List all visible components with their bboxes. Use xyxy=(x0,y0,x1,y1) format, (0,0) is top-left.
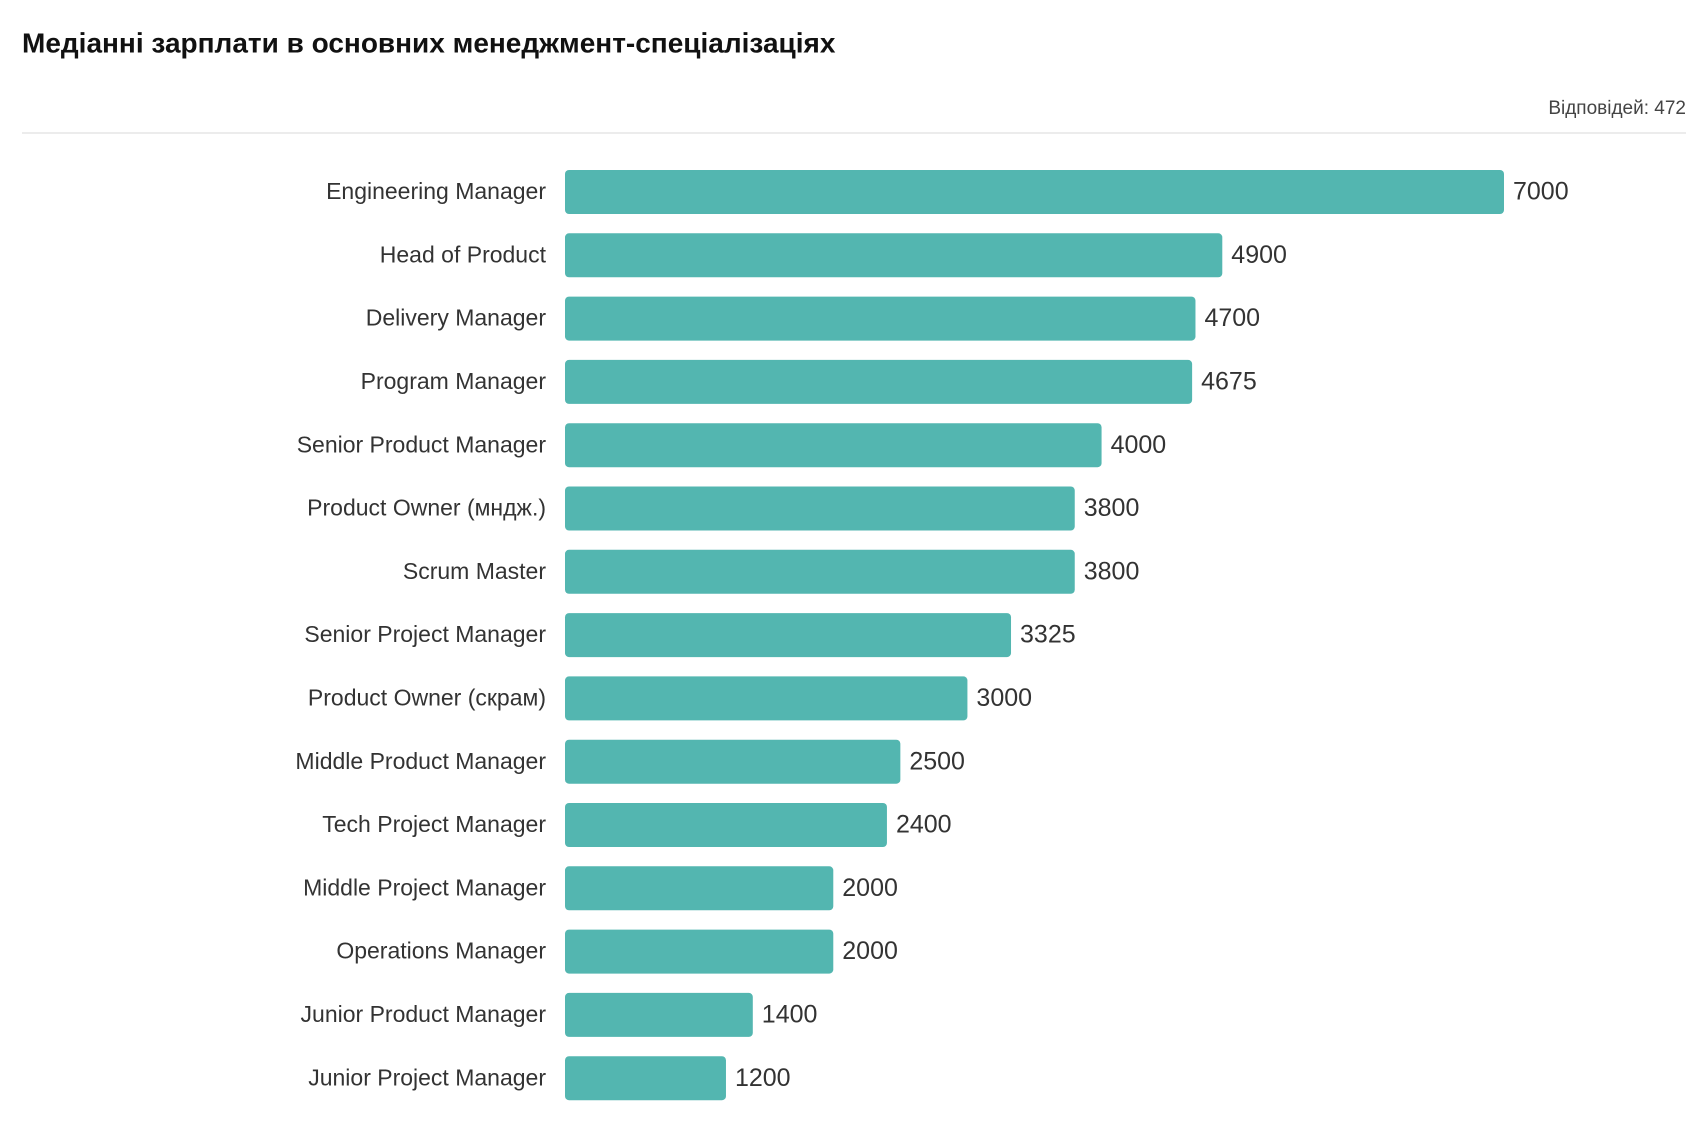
y-tick-label: Engineering Manager xyxy=(326,178,546,204)
value-label: 3800 xyxy=(1084,494,1140,522)
bar xyxy=(565,929,834,974)
value-label: 4700 xyxy=(1204,304,1260,332)
y-tick-label: Middle Product Manager xyxy=(295,748,546,774)
responses-note: Відповідей: 472 xyxy=(1548,98,1686,119)
y-tick-label: Senior Project Manager xyxy=(304,621,546,647)
value-label: 2000 xyxy=(842,874,898,902)
y-tick-label: Tech Project Manager xyxy=(322,811,546,837)
bar xyxy=(565,359,1193,404)
value-label: 2500 xyxy=(909,747,965,775)
value-label: 3000 xyxy=(976,684,1032,712)
bar xyxy=(565,739,901,784)
bar xyxy=(565,233,1223,278)
value-label: 4900 xyxy=(1231,241,1287,269)
value-label: 3325 xyxy=(1020,621,1076,649)
y-tick-label: Operations Manager xyxy=(336,938,546,964)
bar xyxy=(565,1056,726,1101)
value-label: 1400 xyxy=(762,1001,818,1029)
bar xyxy=(565,170,1504,214)
bar xyxy=(565,676,968,721)
y-tick-label: Senior Product Manager xyxy=(297,431,547,457)
bar xyxy=(565,992,753,1037)
y-tick-label: Product Owner (мндж.) xyxy=(307,495,546,521)
chart-title: Медіанні зарплати в основних менеджмент-… xyxy=(22,27,836,58)
y-tick-label: Head of Product xyxy=(380,241,547,267)
bar xyxy=(565,423,1102,468)
value-label: 3800 xyxy=(1084,557,1140,585)
y-tick-label: Junior Project Manager xyxy=(308,1064,546,1090)
y-tick-label: Delivery Manager xyxy=(366,305,547,331)
y-tick-label: Middle Project Manager xyxy=(303,874,546,900)
bar xyxy=(565,803,887,847)
value-label: 2400 xyxy=(896,811,952,839)
y-tick-label: Product Owner (скрам) xyxy=(308,684,546,710)
bar xyxy=(565,866,834,911)
value-label: 4675 xyxy=(1201,368,1257,396)
bar xyxy=(565,549,1075,594)
value-label: 7000 xyxy=(1513,178,1569,206)
bar xyxy=(565,613,1012,658)
bar xyxy=(565,486,1075,531)
value-label: 2000 xyxy=(842,937,898,965)
y-tick-label: Junior Product Manager xyxy=(301,1001,547,1027)
bar xyxy=(565,296,1196,341)
y-tick-label: Program Manager xyxy=(361,368,547,394)
value-label: 4000 xyxy=(1111,431,1167,459)
y-tick-label: Scrum Master xyxy=(403,558,546,584)
value-label: 1200 xyxy=(735,1064,791,1092)
